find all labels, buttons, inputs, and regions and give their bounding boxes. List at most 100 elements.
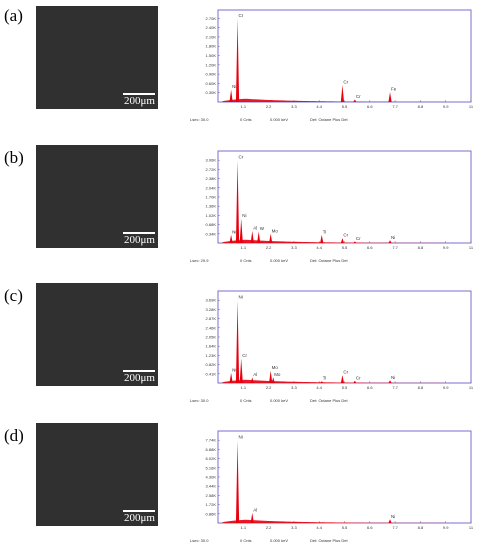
y-tick-label: 0.41K xyxy=(206,371,217,376)
y-tick-label: 0.60K xyxy=(206,81,217,86)
sem-image-b: 200μm xyxy=(36,145,158,248)
x-tick-label: 6.6 xyxy=(367,104,373,109)
scale-bar-label-a: 200μm xyxy=(124,95,155,107)
x-tick-label: 4.4 xyxy=(316,385,322,390)
peak-label: Al xyxy=(253,225,257,230)
x-tick-label: 5.5 xyxy=(342,525,348,530)
peak-label: Cr xyxy=(343,233,348,238)
footer-lsec-d: Lsec: 30.0 xyxy=(190,538,209,543)
scale-bar-label-b: 200μm xyxy=(124,234,155,246)
scale-bar-label-c: 200μm xyxy=(124,372,155,384)
peak-label: Ni xyxy=(232,367,236,372)
y-tick-label: 2.87K xyxy=(206,316,217,321)
y-tick-label: 2.05K xyxy=(206,335,217,340)
scale-bar-line-d xyxy=(123,510,155,512)
sem-image-a: 200μm xyxy=(36,6,158,109)
footer-lsec-b: Lsec: 29.9 xyxy=(190,258,209,263)
peak-label: Cr xyxy=(242,353,247,358)
peak-label: Cr xyxy=(239,155,244,160)
spectrum-peak-al xyxy=(250,512,254,523)
powder-particles-d xyxy=(36,423,158,526)
y-tick-label: 2.38K xyxy=(206,176,217,181)
x-tick-label: 1.1 xyxy=(241,104,247,109)
eds-spectrum-c: 0.41K 0.82K 1.23K 1.64K 2.05K 2.46K 2.87K 3.28K… xyxy=(190,285,475,405)
y-tick-label: 3.44K xyxy=(206,484,217,489)
x-tick-label: 2.2 xyxy=(266,104,272,109)
spectrum-peak-cr xyxy=(229,372,233,383)
y-tick-label: 1.02K xyxy=(206,213,217,218)
x-tick-label: 5.5 xyxy=(342,385,348,390)
peak-label: Ni xyxy=(239,295,243,300)
footer-det-a: Det: Octane Plus Det xyxy=(310,117,348,122)
peak-label: Cr xyxy=(343,79,348,84)
eds-chart-c: 0.41K 0.82K 1.23K 1.64K 2.05K 2.46K 2.87K 3.28K… xyxy=(206,290,474,390)
x-tick-label: 8.8 xyxy=(418,104,424,109)
spectrum-peak-ni xyxy=(388,380,392,383)
y-tick-label: 2.58K xyxy=(206,493,217,498)
spectrum-peak-ni xyxy=(239,358,243,383)
x-tick-label: 4.4 xyxy=(316,245,322,250)
spectrum-peak-cr xyxy=(353,380,357,383)
y-tick-label: 0.34K xyxy=(206,231,217,236)
peak-label: Cr xyxy=(356,375,361,380)
spectrum-peak-ni xyxy=(388,519,392,523)
x-tick-label: 11 xyxy=(469,245,474,250)
footer-kev-b: 0.000 keV xyxy=(270,258,289,263)
spectrum-peak-fe xyxy=(388,92,392,102)
x-tick-label: 3.3 xyxy=(291,525,297,530)
panel-label-a: (a) xyxy=(4,6,23,25)
scale-bar-label-d: 200μm xyxy=(124,512,155,524)
peak-label: Ni xyxy=(232,229,236,234)
peak-label: Ni xyxy=(242,213,246,218)
eds-footer-c: Lsec: 30.0 0 Cnts 0.000 keV Det: Octane … xyxy=(190,397,475,405)
x-tick-label: 11 xyxy=(469,525,474,530)
footer-cnts-a: 0 Cnts xyxy=(240,117,252,122)
spectrum-peak-mo xyxy=(269,233,273,243)
x-tick-label: 3.3 xyxy=(291,104,297,109)
y-tick-label: 1.50K xyxy=(206,53,217,58)
eds-spectrum-d: 0.86K 1.72K 2.58K 3.44K 4.30K 5.16K 6.02K 6.88K… xyxy=(190,425,475,545)
footer-kev-c: 0.000 keV xyxy=(270,398,289,403)
y-tick-label: 0.30K xyxy=(206,90,217,95)
y-tick-label: 3.69K xyxy=(206,298,217,303)
sem-background xyxy=(36,6,158,109)
peak-label: Cr xyxy=(239,13,244,18)
x-tick-label: 9.9 xyxy=(443,104,449,109)
footer-cnts-c: 0 Cnts xyxy=(240,398,252,403)
y-tick-label: 0.86K xyxy=(206,511,217,516)
sem-image-d: 200μm xyxy=(36,423,158,526)
spectrum-peak-cr xyxy=(229,234,233,243)
spectrum-peak-mo xyxy=(269,370,273,383)
x-tick-label: 1.1 xyxy=(241,525,247,530)
y-tick-label: 4.30K xyxy=(206,475,217,480)
y-tick-label: 2.04K xyxy=(206,185,217,190)
peak-label: Cr xyxy=(343,370,348,375)
y-tick-label: 2.40K xyxy=(206,25,217,30)
scale-bar-line-b xyxy=(123,232,155,234)
spectrum-peak-ni xyxy=(235,160,240,243)
y-tick-label: 1.80K xyxy=(206,44,217,49)
x-tick-label: 6.6 xyxy=(367,525,373,530)
x-tick-label: 6.6 xyxy=(367,245,373,250)
spectrum-continuum xyxy=(222,239,471,243)
x-tick-label: 3.3 xyxy=(291,385,297,390)
x-tick-label: 7.7 xyxy=(392,104,398,109)
panel-label-b: (b) xyxy=(4,148,24,167)
y-tick-label: 2.10K xyxy=(206,34,217,39)
peak-label: Mo xyxy=(272,228,279,233)
y-tick-label: 7.74K xyxy=(206,438,217,443)
eds-spectrum-b: 0.34K 0.68K 1.02K 1.36K 1.70K 2.04K 2.38K 2.72K… xyxy=(190,145,475,265)
footer-kev-d: 0.000 keV xyxy=(270,538,289,543)
plot-frame xyxy=(217,430,472,524)
peak-label: Ti xyxy=(323,376,327,381)
powder-particles-b xyxy=(36,145,158,248)
peak-label: Ni xyxy=(391,375,395,380)
x-tick-label: 4.4 xyxy=(316,525,322,530)
spectrum-peak-ti xyxy=(320,381,324,383)
plot-frame xyxy=(217,150,472,244)
y-tick-label: 2.72K xyxy=(206,167,217,172)
peak-label: Cr xyxy=(356,236,361,241)
x-tick-label: 9.9 xyxy=(443,385,449,390)
footer-cnts-b: 0 Cnts xyxy=(240,258,252,263)
panel-label-c: (c) xyxy=(4,286,23,305)
